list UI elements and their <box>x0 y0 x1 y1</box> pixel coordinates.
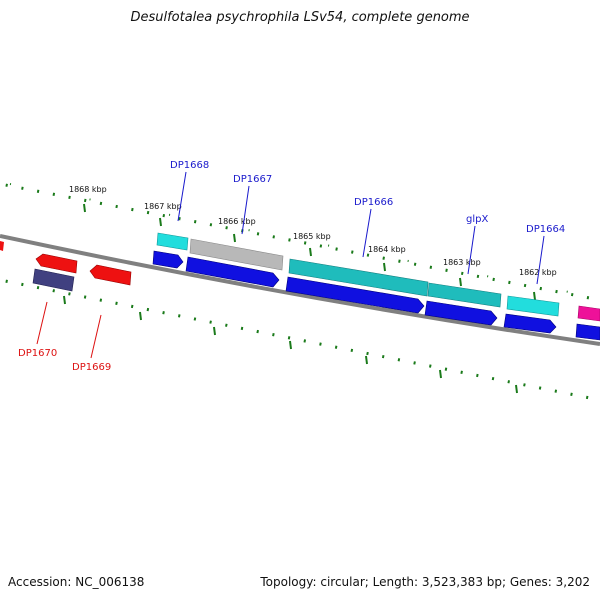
scale-label: 1863 kbp <box>443 258 481 267</box>
gene-arrow-red[interactable] <box>0 241 4 251</box>
scale-label: 1862 kbp <box>519 268 557 277</box>
gene-label[interactable]: DP1664 <box>526 224 565 235</box>
forward-labels: DP1668 DP1667 DP1666 glpX DP1664 <box>170 160 565 285</box>
scale-label: 1865 kbp <box>293 232 331 241</box>
gene-label[interactable]: DP1670 <box>18 348 57 359</box>
gene-label[interactable]: DP1668 <box>170 160 209 171</box>
map-title: Desulfotalea psychrophila LSv54, complet… <box>130 10 470 25</box>
gene-arrow-blue[interactable] <box>285 276 425 314</box>
gene-arrow-blue[interactable] <box>424 300 498 326</box>
scale-label: 1866 kbp <box>218 217 256 226</box>
gene-block-cyan[interactable] <box>506 295 560 317</box>
gene-arrow-blue[interactable] <box>575 323 600 341</box>
gene-block-navy[interactable] <box>32 268 75 292</box>
gene-block-teal[interactable] <box>288 258 429 297</box>
accession-text: Accession: NC_006138 <box>8 575 145 589</box>
gene-block-magenta[interactable] <box>577 305 600 322</box>
reverse-features <box>0 241 132 292</box>
scale-label: 1868 kbp <box>69 185 107 194</box>
forward-features <box>152 232 600 341</box>
gene-block-teal[interactable] <box>427 282 502 308</box>
gene-arrow-blue[interactable] <box>152 250 184 269</box>
reverse-labels: DP1670 DP1669 <box>18 301 111 373</box>
gene-arrow-red[interactable] <box>35 253 78 274</box>
gene-arrow-red[interactable] <box>89 264 132 286</box>
scale-label: 1864 kbp <box>368 245 406 254</box>
gene-arrow-blue[interactable] <box>503 313 557 334</box>
gene-label[interactable]: DP1669 <box>72 362 111 373</box>
gene-label[interactable]: glpX <box>466 214 488 225</box>
gene-arrow-blue[interactable] <box>185 256 280 288</box>
gene-label[interactable]: DP1667 <box>233 174 272 185</box>
scale-ticks <box>63 203 536 394</box>
scale-labels: 1868 kbp 1867 kbp 1866 kbp 1865 kbp 1864… <box>69 185 557 277</box>
scale-label: 1867 kbp <box>144 202 182 211</box>
gene-block-grey[interactable] <box>189 238 284 271</box>
genome-backbone <box>0 234 600 346</box>
gene-block-cyan[interactable] <box>156 232 189 251</box>
genome-summary-text: Topology: circular; Length: 3,523,383 bp… <box>260 575 590 589</box>
gene-label[interactable]: DP1666 <box>354 197 393 208</box>
